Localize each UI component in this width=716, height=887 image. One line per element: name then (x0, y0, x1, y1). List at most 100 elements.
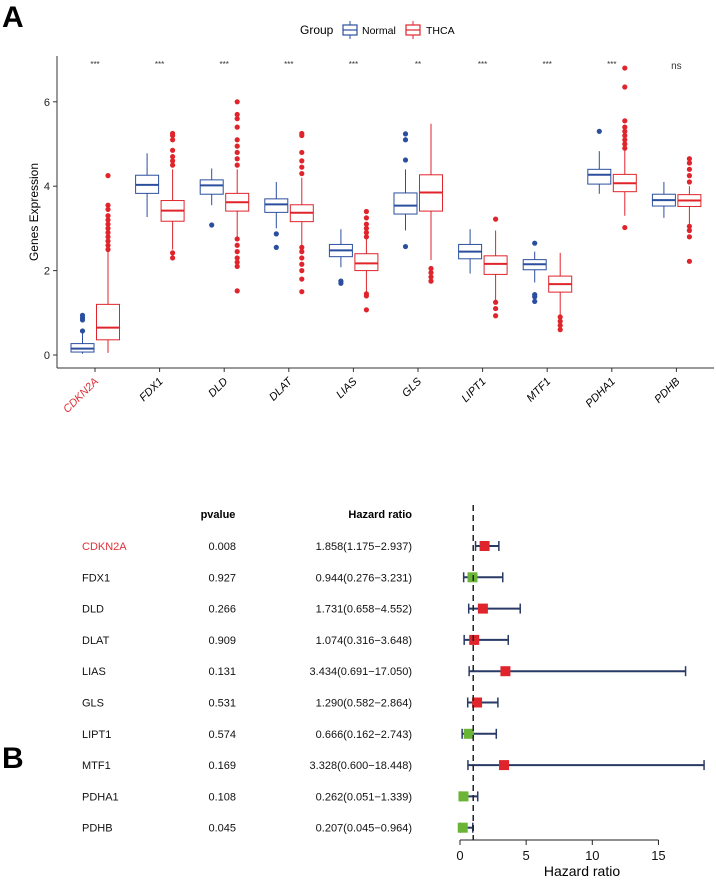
hr-marker (479, 541, 490, 551)
outlier-point (234, 116, 240, 122)
outlier-point (557, 327, 563, 333)
outlier-point (686, 258, 693, 264)
hr-marker (500, 666, 511, 677)
outlier-point (532, 298, 538, 305)
x-tick-label-dld: DLD (206, 376, 230, 400)
outlier-point (686, 234, 693, 240)
outlier-point (273, 244, 279, 250)
outlier-point (299, 130, 305, 137)
forest-row-mtf1: MTF1 0.169 3.328(0.600−18.448) (82, 760, 705, 772)
x-tick-label-dlat: DLAT (267, 375, 296, 404)
gene-label: LIPT1 (82, 729, 111, 741)
outlier-point (170, 154, 176, 160)
outlier-point (170, 147, 176, 153)
x-tick-label-lias: LIAS (334, 375, 360, 401)
legend-title: Group (300, 23, 334, 37)
x-tick-label: 0 (456, 848, 463, 863)
outlier-point (234, 288, 240, 294)
outlier-point (170, 158, 176, 164)
outlier-point (622, 145, 628, 151)
outlier-point (686, 166, 693, 172)
outlier-point (105, 173, 111, 179)
legend-key-thca (405, 21, 421, 39)
box-normal-fdx1 (135, 153, 160, 218)
outlier-point (686, 160, 693, 166)
outlier-point (299, 268, 305, 274)
boxplot-panel: 0246CDKN2A***FDX1***DLD***DLAT***LIAS***… (44, 56, 714, 416)
hr-cell: 1.731(0.658−4.552) (316, 604, 412, 616)
outlier-point (105, 217, 111, 223)
pvalue-cell: 0.574 (208, 729, 236, 741)
outlier-point (299, 255, 305, 261)
y-tick-label: 6 (44, 97, 50, 109)
outlier-point (234, 143, 240, 149)
outlier-point (234, 149, 240, 156)
outlier-point (234, 124, 240, 130)
outlier-point (170, 130, 176, 137)
pvalue-cell: 0.927 (208, 572, 236, 584)
hr-marker (477, 603, 488, 614)
box-thca-dlat (289, 130, 314, 295)
gene-label: GLS (82, 698, 104, 710)
significance-label: *** (155, 60, 164, 69)
outlier-point (234, 137, 240, 143)
outlier-point (686, 179, 693, 185)
outlier-point (493, 299, 499, 305)
forest-panel: CDKN2A 0.008 1.858(1.175−2.937) FDX1 0.927 0.… (82, 505, 705, 863)
outlier-point (234, 263, 240, 269)
pvalue-cell: 0.108 (208, 791, 236, 803)
pvalue-cell: 0.008 (208, 541, 236, 553)
y-tick-label: 2 (44, 266, 50, 278)
outlier-point (105, 230, 111, 236)
x-tick-label-cdkn2a: CDKN2A (61, 376, 101, 416)
outlier-point (363, 307, 369, 313)
gene-label: FDX1 (82, 572, 110, 584)
significance-label: *** (220, 60, 229, 69)
iqr-box (587, 168, 612, 185)
x-tick-label: 10 (585, 848, 599, 863)
iqr-box (264, 198, 289, 213)
outlier-point (170, 255, 176, 261)
box-thca-mtf1 (548, 252, 573, 333)
outlier-point (234, 156, 240, 162)
outlier-point (234, 162, 240, 168)
box-thca-lipt1 (483, 216, 508, 319)
outlier-point (363, 291, 369, 297)
outlier-point (622, 141, 628, 147)
outlier-point (299, 149, 305, 156)
outlier-point (622, 84, 628, 90)
outlier-point (170, 162, 176, 168)
outlier-point (493, 313, 499, 319)
pvalue-cell: 0.909 (208, 635, 236, 647)
forest-row-dlat: DLAT 0.909 1.074(0.316−3.648) (82, 634, 510, 647)
iqr-box (96, 303, 120, 341)
forest-row-pdhb: PDHB 0.045 0.207(0.045−0.964) (82, 822, 474, 835)
forest-row-fdx1: FDX1 0.927 0.944(0.276−3.231) (82, 572, 504, 584)
outlier-point (402, 137, 409, 143)
iqr-box (393, 192, 418, 215)
outlier-point (234, 99, 240, 105)
outlier-point (299, 276, 305, 282)
outlier-point (622, 132, 628, 139)
y-axis-label: Genes Expression (27, 163, 41, 261)
hr-cell: 1.858(1.175−2.937) (316, 541, 412, 553)
outlier-point (493, 216, 499, 222)
outlier-point (622, 224, 628, 231)
legend: Group Normal THCA (300, 21, 455, 39)
hr-cell: 1.290(0.582−2.864) (316, 698, 412, 710)
box-normal-gls (393, 131, 418, 250)
outlier-point (363, 208, 369, 215)
outlier-point (105, 246, 111, 253)
outlier-point (105, 221, 111, 227)
gene-label: PDHA1 (82, 791, 119, 803)
significance-label: ns (671, 61, 682, 72)
outlier-point (402, 157, 409, 163)
legend-key-normal (342, 21, 358, 39)
significance-label: *** (349, 60, 358, 69)
outlier-point (686, 227, 693, 234)
hr-cell: 0.207(0.045−0.964) (316, 823, 412, 835)
outlier-point (428, 274, 434, 280)
iqr-box (483, 255, 508, 275)
outlier-point (363, 225, 369, 231)
hr-marker (458, 791, 469, 802)
